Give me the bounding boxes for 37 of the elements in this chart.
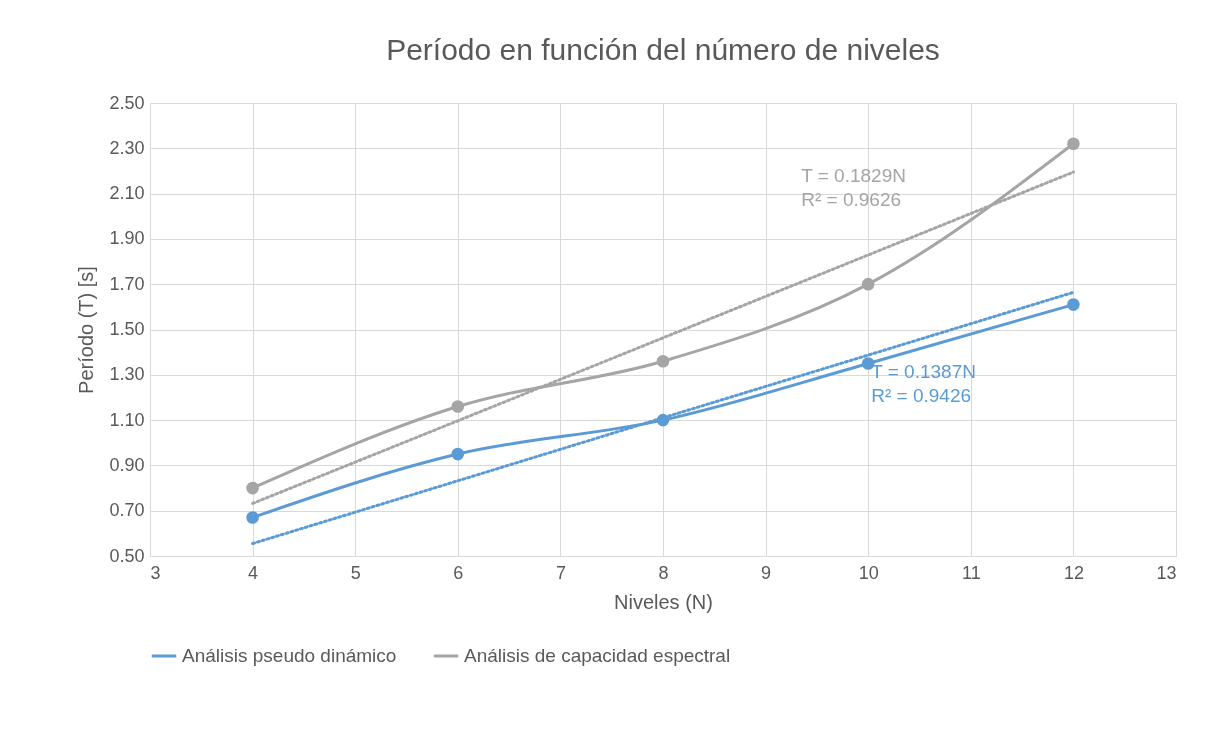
y-tick-label: 2.10 [109,183,145,204]
y-axis-title: Período (T) [s] [75,266,98,394]
x-tick-label: 3 [150,562,161,583]
x-tick-label: 10 [858,562,879,583]
x-tick-label: 13 [1156,562,1177,583]
x-tick-label: 4 [248,562,259,583]
point [451,447,465,461]
legend-label: Análisis de capacidad espectral [464,645,731,666]
x-tick-label: 12 [1063,562,1084,583]
x-tick-label: 11 [961,562,981,583]
point [861,277,875,291]
x-axis-title: Niveles (N) [614,590,713,613]
x-tick-label: 9 [761,562,772,583]
annotation: T = 0.1829N R² = 0.9626 [801,164,906,210]
y-tick-label: 1.50 [109,319,145,339]
x-tick-label: 8 [658,562,669,583]
legend-label: Análisis pseudo dinámico [182,645,397,666]
y-tick-label: 0.90 [109,454,145,475]
y-tick-label: 2.50 [109,92,145,113]
y-tick-label: 0.50 [109,545,145,566]
point [656,354,670,368]
y-tick-label: 1.90 [109,228,145,249]
y-tick-label: 0.70 [109,500,145,521]
point [1067,137,1080,151]
point [246,481,259,495]
y-tick-label: 2.30 [109,137,145,158]
x-tick-label: 7 [555,562,566,583]
point [451,400,465,413]
chart-title: Período en función del número de niveles [386,33,940,66]
point [861,357,875,370]
y-tick-label: 1.70 [109,273,145,294]
point [1067,298,1080,311]
x-tick-label: 6 [453,562,464,583]
point [246,511,259,524]
y-tick-label: 1.10 [109,409,145,430]
x-tick-label: 5 [350,562,361,583]
y-tick-label: 1.30 [109,364,145,385]
